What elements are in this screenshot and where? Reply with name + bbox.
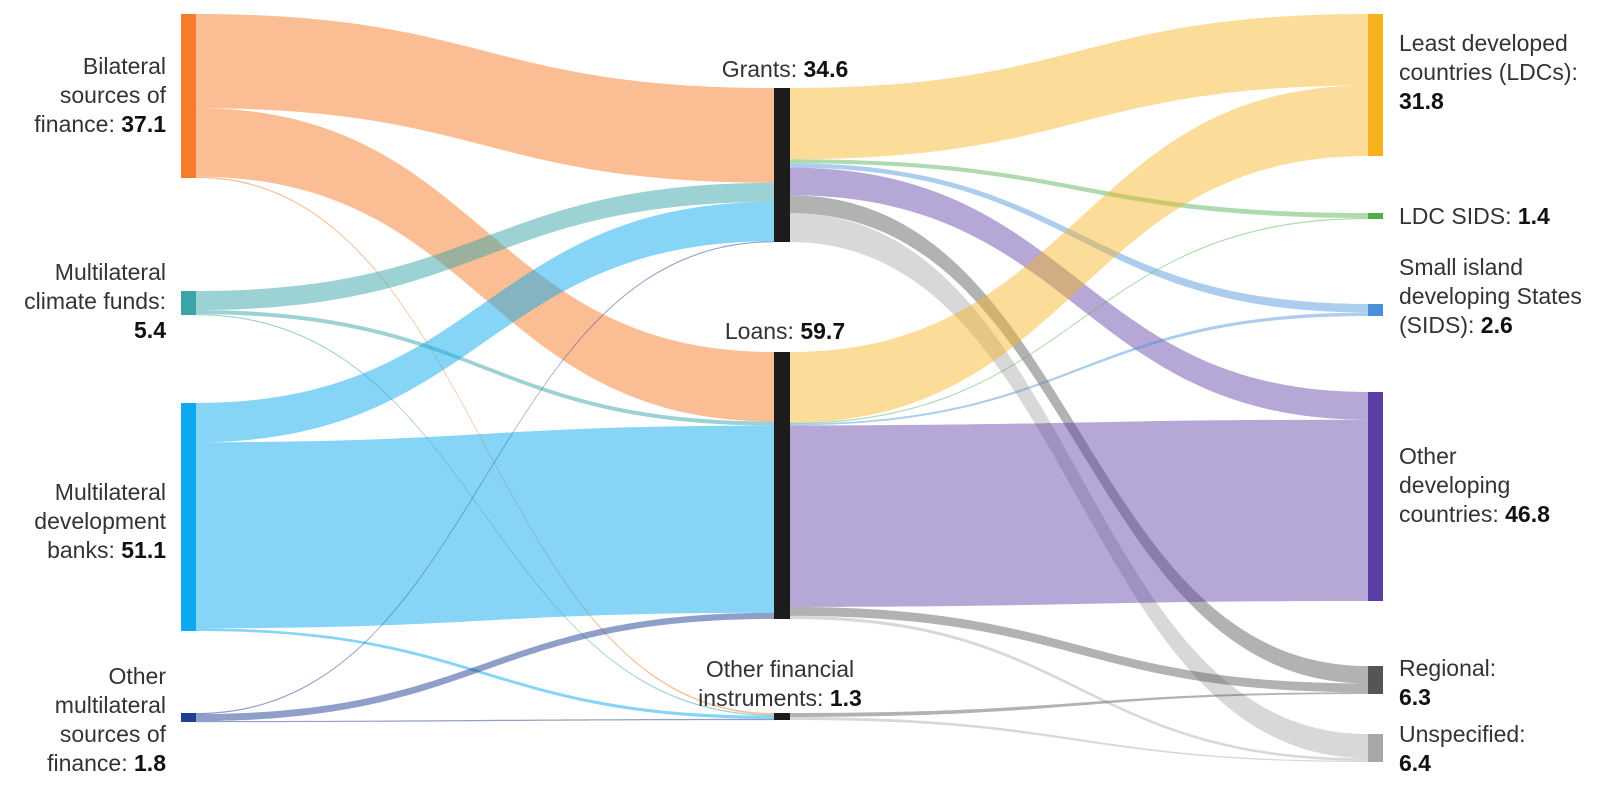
flow-loans-to-sids bbox=[790, 312, 1368, 426]
source-label-bilateral: Bilateral sources of finance: 37.1 bbox=[0, 52, 166, 139]
instrument-label-grants-text: Grants: bbox=[721, 56, 798, 82]
source-label-mdb: Multilateral development banks: 51.1 bbox=[0, 478, 166, 565]
recipient-value-ldc: 31.8 bbox=[1399, 88, 1444, 114]
source-label-other-multi-text: Other multilateral sources of finance: bbox=[47, 663, 166, 776]
recipient-value-unspecified: 6.4 bbox=[1399, 750, 1431, 776]
flow-loans-to-odc bbox=[790, 419, 1368, 607]
flow-other_fin-to-regional bbox=[790, 692, 1368, 717]
instrument-label-grants: Grants: 34.6 bbox=[660, 55, 910, 84]
flow-loans-to-ldc bbox=[790, 85, 1368, 423]
flow-loans-to-ldc_sids bbox=[790, 217, 1368, 424]
source-node-mcf bbox=[181, 291, 196, 315]
source-node-other_multi bbox=[181, 713, 196, 722]
recipient-label-unspecified: Unspecified: 6.4 bbox=[1399, 720, 1559, 778]
instrument-to-recipient-flows bbox=[790, 14, 1368, 763]
flow-mcf-to-grants bbox=[196, 182, 774, 311]
recipient-label-regional: Regional: 6.3 bbox=[1399, 654, 1519, 712]
recipient-label-sids: Small island developing States (SIDS): 2… bbox=[1399, 253, 1599, 340]
recipient-value-odc: 46.8 bbox=[1505, 501, 1550, 527]
flow-mcf-to-loans bbox=[196, 310, 774, 426]
instrument-value-loans: 59.7 bbox=[800, 318, 846, 344]
instrument-label-other-fin: Other financial instruments: 1.3 bbox=[680, 655, 880, 713]
recipient-label-sids-text: Small island developing States (SIDS): bbox=[1399, 254, 1582, 338]
recipient-value-regional: 6.3 bbox=[1399, 684, 1431, 710]
recipient-label-ldc: Least developed countries (LDCs): 31.8 bbox=[1399, 29, 1579, 116]
source-label-mdb-text: Multilateral development banks: bbox=[34, 479, 166, 563]
instrument-node-grants bbox=[774, 88, 790, 242]
recipient-node-sids bbox=[1368, 304, 1383, 316]
instrument-label-other-fin-text: Other financial instruments: bbox=[698, 656, 855, 711]
recipient-node-unspecified bbox=[1368, 734, 1383, 762]
flow-bilateral-to-grants bbox=[196, 14, 774, 183]
flow-grants-to-regional bbox=[790, 195, 1368, 684]
recipient-value-sids: 2.6 bbox=[1480, 312, 1513, 338]
recipient-label-ldc-sids: LDC SIDS: 1.4 bbox=[1399, 202, 1599, 231]
flow-mdb-to-other_fin bbox=[196, 628, 774, 719]
source-to-instrument-flows bbox=[196, 14, 774, 723]
flow-grants-to-unspecified bbox=[790, 213, 1368, 759]
sankey-nodes bbox=[181, 14, 1383, 762]
flow-bilateral-to-loans bbox=[196, 108, 774, 422]
source-label-bilateral-text: Bilateral sources of finance: bbox=[34, 53, 166, 137]
instrument-value-other-fin: 1.3 bbox=[829, 685, 862, 711]
source-value-bilateral: 37.1 bbox=[121, 111, 166, 137]
source-label-other-multi: Other multilateral sources of finance: 1… bbox=[0, 662, 166, 778]
flow-grants-to-sids bbox=[790, 163, 1368, 313]
recipient-value-ldc-sids: 1.4 bbox=[1517, 203, 1550, 229]
recipient-node-regional bbox=[1368, 666, 1383, 694]
recipient-node-ldc_sids bbox=[1368, 213, 1383, 219]
flow-other_multi-to-other_fin bbox=[196, 718, 774, 723]
recipient-label-ldc-text: Least developed countries (LDCs): bbox=[1399, 30, 1578, 85]
flow-other_fin-to-unspecified bbox=[790, 717, 1368, 763]
flow-grants-to-ldc_sids bbox=[790, 159, 1368, 218]
instrument-node-loans bbox=[774, 352, 790, 619]
instrument-label-loans: Loans: 59.7 bbox=[660, 317, 910, 346]
recipient-label-ldc-sids-text: LDC SIDS: bbox=[1399, 203, 1512, 229]
recipient-label-unspecified-text: Unspecified: bbox=[1399, 721, 1526, 747]
flow-other_multi-to-grants bbox=[196, 241, 774, 715]
recipient-node-odc bbox=[1368, 392, 1383, 601]
recipient-node-ldc bbox=[1368, 14, 1383, 156]
flow-loans-to-unspecified bbox=[790, 615, 1368, 761]
flow-loans-to-regional bbox=[790, 606, 1368, 693]
source-label-mcf: Multilateral climate funds: 5.4 bbox=[0, 258, 166, 345]
instrument-label-loans-text: Loans: bbox=[724, 318, 794, 344]
source-value-mdb: 51.1 bbox=[121, 537, 166, 563]
source-node-bilateral bbox=[181, 14, 196, 178]
instrument-node-other_fin bbox=[774, 713, 790, 720]
flow-other_multi-to-loans bbox=[196, 612, 774, 721]
flow-grants-to-odc bbox=[790, 167, 1368, 420]
flow-mdb-to-grants bbox=[196, 201, 774, 443]
source-label-mcf-text: Multilateral climate funds: bbox=[24, 259, 166, 314]
recipient-label-odc-text: Other developing countries: bbox=[1399, 443, 1511, 527]
flow-grants-to-ldc bbox=[790, 14, 1368, 160]
source-value-other-multi: 1.8 bbox=[134, 750, 166, 776]
recipient-label-regional-text: Regional: bbox=[1399, 655, 1497, 681]
source-node-mdb bbox=[181, 403, 196, 631]
source-value-mcf: 5.4 bbox=[134, 317, 166, 343]
recipient-label-odc: Other developing countries: 46.8 bbox=[1399, 442, 1559, 529]
flow-mdb-to-loans bbox=[196, 425, 774, 629]
instrument-value-grants: 34.6 bbox=[803, 56, 849, 82]
